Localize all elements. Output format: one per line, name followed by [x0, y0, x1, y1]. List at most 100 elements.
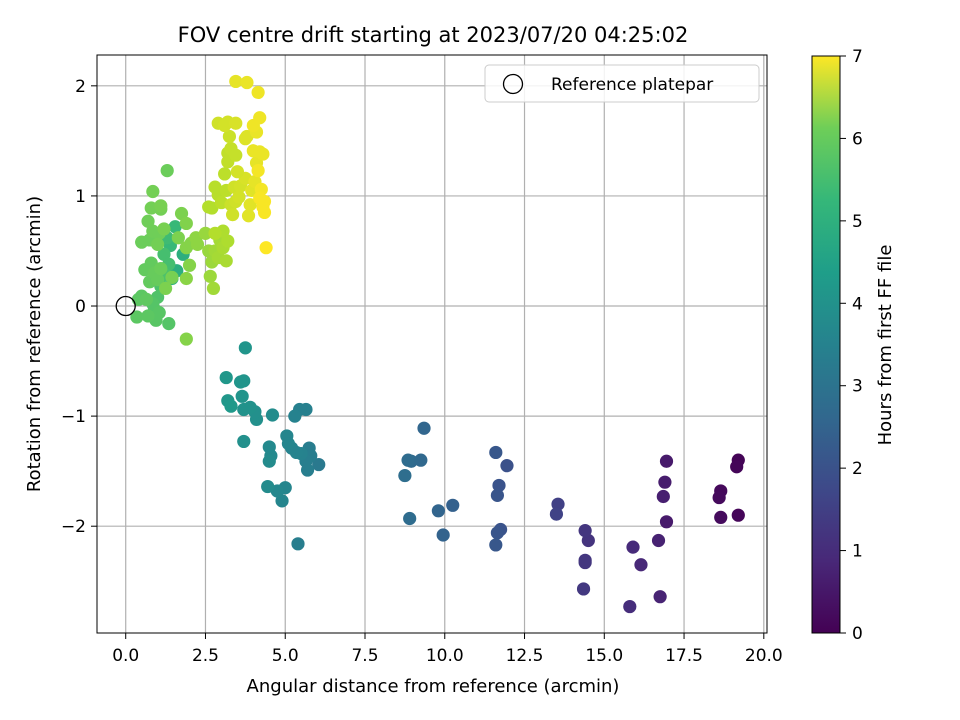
colorbar-tick-label: 1	[852, 542, 863, 562]
data-point	[251, 164, 265, 178]
data-point	[219, 254, 233, 268]
data-point	[401, 453, 415, 467]
data-point	[221, 234, 235, 248]
data-point	[265, 408, 280, 422]
data-point	[653, 590, 667, 604]
data-point	[291, 537, 305, 551]
data-point	[218, 167, 232, 181]
data-point	[139, 292, 154, 307]
data-point	[500, 459, 514, 473]
x-tick-label: 20.0	[745, 646, 783, 666]
data-point	[281, 437, 296, 451]
colorbar-tick-label: 3	[852, 377, 863, 397]
data-point	[158, 281, 173, 296]
data-point	[436, 528, 450, 542]
data-point	[414, 453, 428, 467]
x-tick-label: 12.5	[506, 646, 544, 666]
data-point	[151, 237, 165, 251]
data-point	[578, 524, 592, 538]
data-point	[162, 317, 176, 331]
data-point	[731, 508, 745, 522]
data-point	[712, 490, 726, 505]
data-point	[262, 440, 276, 454]
data-point	[230, 165, 244, 179]
data-point	[144, 256, 158, 270]
data-point	[160, 164, 174, 178]
data-point	[157, 222, 171, 236]
data-point	[141, 309, 155, 323]
data-point	[238, 341, 252, 355]
x-tick-label: 10.0	[426, 646, 464, 666]
data-point	[224, 399, 238, 413]
data-point	[256, 147, 270, 161]
data-point	[492, 478, 506, 493]
x-tick-label: 7.5	[351, 646, 378, 666]
data-points	[130, 74, 745, 614]
data-point	[237, 434, 251, 449]
colorbar-ticks: 0 1 2 3 4 5 6 7	[840, 47, 863, 644]
data-point	[489, 445, 503, 460]
data-point	[300, 463, 315, 477]
data-point	[651, 533, 666, 548]
data-point	[261, 479, 275, 494]
data-point	[714, 510, 728, 524]
data-point	[431, 504, 445, 518]
data-point	[141, 214, 155, 228]
plot-frame	[96, 54, 768, 634]
data-point	[154, 261, 168, 276]
data-point	[151, 272, 165, 287]
data-point	[190, 237, 205, 251]
data-point	[202, 200, 216, 214]
data-point	[446, 498, 460, 512]
grid-lines	[97, 55, 767, 633]
colorbar-tick-label: 0	[852, 624, 863, 644]
data-point	[165, 270, 179, 284]
x-axis-ticks: 0.0 2.5 5.0 7.5 10.0 12.5 15.0 17.5 20.0	[112, 633, 783, 666]
data-point	[174, 206, 189, 221]
chart-title: FOV centre drift starting at 2023/07/20 …	[178, 23, 689, 47]
colorbar-tick-label: 6	[852, 129, 863, 149]
data-point	[634, 558, 648, 572]
y-tick-label: −1	[61, 407, 86, 427]
data-point	[253, 111, 267, 125]
data-point	[179, 271, 193, 286]
data-point	[232, 190, 246, 204]
data-point	[243, 198, 257, 212]
data-point	[262, 454, 276, 468]
data-point	[198, 226, 213, 240]
data-point	[490, 526, 505, 540]
data-point	[551, 497, 565, 511]
data-point	[233, 375, 248, 389]
data-point	[235, 389, 249, 403]
legend-label: Reference platepar	[551, 75, 713, 95]
data-point	[659, 515, 674, 529]
data-point	[229, 148, 243, 162]
data-point	[658, 475, 672, 489]
x-axis-label: Angular distance from reference (arcmin)	[247, 676, 620, 697]
x-tick-label: 15.0	[585, 646, 623, 666]
data-point	[576, 582, 591, 596]
data-point	[417, 421, 431, 435]
y-axis-label: Rotation from reference (arcmin)	[24, 196, 45, 492]
data-point	[398, 468, 412, 483]
colorbar-label: Hours from first FF file	[875, 245, 896, 446]
data-point	[219, 370, 233, 385]
data-point	[730, 460, 744, 474]
colorbar-tick-label: 4	[852, 294, 863, 314]
data-point	[182, 258, 197, 272]
x-tick-label: 0.0	[112, 646, 139, 666]
colorbar-tick-label: 2	[852, 459, 863, 479]
y-tick-label: 0	[75, 297, 86, 317]
colorbar-tick-label: 7	[852, 47, 863, 67]
data-point	[229, 116, 243, 130]
data-point	[146, 184, 160, 199]
y-tick-label: −2	[61, 517, 86, 537]
legend-box	[484, 64, 760, 103]
legend: Reference platepar	[484, 64, 760, 103]
data-point	[208, 226, 222, 240]
data-point	[489, 538, 503, 552]
data-point	[179, 332, 193, 346]
reference-platepar-marker	[115, 295, 136, 317]
y-axis-ticks: −2 −1 0 1 2	[61, 77, 97, 537]
